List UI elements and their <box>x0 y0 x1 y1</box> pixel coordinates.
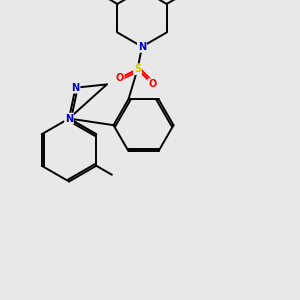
Text: N: N <box>71 83 80 93</box>
Text: O: O <box>148 79 157 89</box>
Text: S: S <box>134 64 141 74</box>
Text: N: N <box>65 113 73 124</box>
Text: O: O <box>116 73 124 83</box>
Text: N: N <box>138 42 146 52</box>
Text: N: N <box>138 42 146 52</box>
